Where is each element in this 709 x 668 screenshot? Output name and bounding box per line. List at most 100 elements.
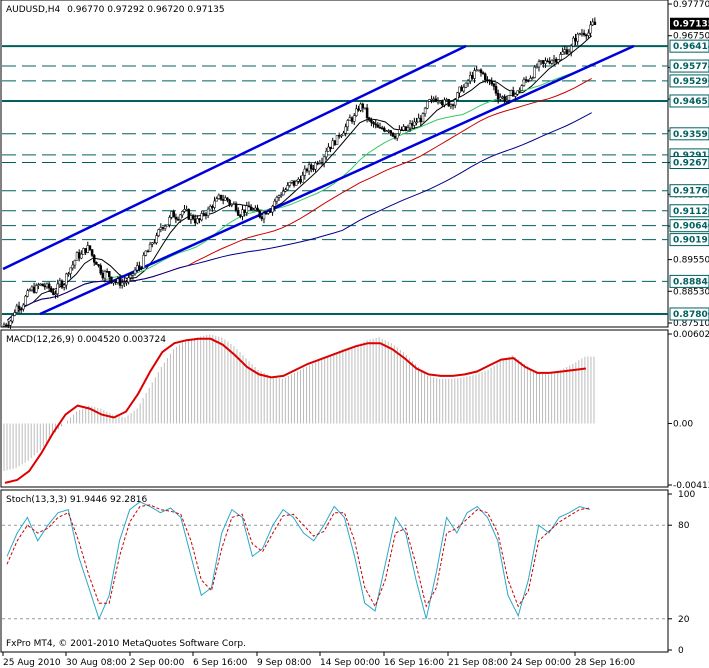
candle-body — [372, 122, 375, 125]
candle-body — [153, 242, 156, 244]
candle-body — [511, 90, 515, 97]
candle-body — [273, 200, 276, 207]
price-tick-label: 0.89550 — [673, 256, 709, 266]
candle-body — [475, 69, 478, 72]
candle-body — [314, 162, 317, 170]
candle-body — [516, 90, 519, 95]
candle-body — [260, 216, 264, 220]
candle-body — [52, 291, 55, 295]
candle-body — [56, 283, 59, 295]
candle-body — [561, 51, 564, 55]
candle-body — [65, 273, 68, 286]
candle-body — [176, 218, 180, 221]
candle-body — [271, 206, 274, 213]
candle-body — [97, 264, 100, 266]
candle-body — [209, 206, 212, 210]
candle-body — [477, 69, 481, 72]
candle-body — [116, 278, 120, 283]
candle-body — [585, 34, 588, 37]
candle-body — [385, 130, 388, 132]
candle-body — [352, 115, 356, 122]
candle-body — [43, 285, 47, 288]
candle-body — [591, 21, 594, 26]
candle-body — [19, 308, 23, 311]
candle-body — [264, 213, 268, 215]
candle-body — [578, 33, 582, 36]
candle-body — [69, 267, 72, 274]
stoch-tick-label: 100 — [678, 490, 695, 500]
level-label: 0.92917 — [673, 151, 709, 161]
candle-body — [342, 132, 345, 136]
candle-body — [86, 245, 90, 253]
candle-body — [11, 315, 14, 322]
macd-tick-label: 0.00 — [673, 419, 693, 429]
candle-body — [329, 146, 332, 149]
candle-body — [249, 206, 253, 211]
candle-body — [155, 235, 158, 243]
candle-body — [557, 59, 560, 63]
candle-body — [426, 101, 429, 109]
candle-body — [215, 198, 218, 202]
candle-body — [9, 320, 12, 326]
candle-body — [230, 204, 233, 206]
level-box — [669, 94, 709, 108]
candle-body — [232, 203, 236, 205]
candle-body — [559, 54, 562, 61]
candle-body — [236, 210, 240, 216]
candle-body — [423, 107, 427, 114]
candle-body — [550, 60, 554, 64]
candle-body — [275, 197, 279, 202]
candle-body — [80, 254, 83, 259]
candle-body — [312, 168, 315, 170]
candle-body — [430, 99, 433, 101]
candle-body — [486, 79, 489, 82]
time-axis: 25 Aug 2010 30 Aug 08:00 2 Sep 00:00 6 Sep … — [2, 652, 635, 668]
candle-body — [494, 86, 498, 94]
candle-body — [254, 207, 257, 211]
candle-body — [37, 284, 40, 286]
candle-body — [2, 324, 6, 327]
candle-body — [432, 98, 435, 101]
candle-body — [468, 75, 472, 82]
candle-body — [226, 197, 229, 201]
candle-body — [406, 127, 410, 131]
time-tick-label: 2 Sep 00:00 — [130, 658, 185, 668]
candle-body — [185, 209, 188, 211]
candle-body — [370, 120, 373, 123]
candle-body — [374, 123, 377, 126]
candle-body — [436, 100, 440, 103]
candle-body — [402, 126, 405, 131]
candle-body — [526, 80, 530, 82]
candle-body — [73, 260, 77, 266]
candle-body — [217, 194, 221, 199]
candle-body — [47, 283, 51, 289]
candle-body — [443, 99, 446, 106]
time-tick-label: 6 Sep 16:00 — [193, 658, 248, 668]
candles — [2, 17, 597, 329]
candle-body — [277, 195, 281, 198]
candle-body — [415, 121, 418, 124]
candle-body — [32, 286, 36, 293]
candle-body — [129, 274, 133, 278]
candle-body — [151, 242, 154, 245]
candle-body — [574, 37, 577, 42]
candle-body — [245, 205, 249, 213]
candle-body — [183, 209, 186, 212]
candle-body — [58, 280, 62, 285]
candle-body — [499, 96, 502, 100]
candle-body — [292, 180, 296, 186]
candle-body — [391, 132, 395, 137]
candle-body — [284, 189, 287, 192]
candle-body — [479, 69, 483, 73]
candle-body — [202, 213, 206, 215]
candle-body — [15, 305, 19, 313]
candle-body — [548, 61, 551, 64]
candle-body — [174, 216, 178, 220]
time-tick-label: 30 Aug 08:00 — [66, 658, 127, 668]
candle-body — [28, 289, 32, 292]
candle-body — [262, 213, 266, 220]
candle-body — [17, 305, 21, 310]
channel-upper-line — [2, 44, 467, 271]
